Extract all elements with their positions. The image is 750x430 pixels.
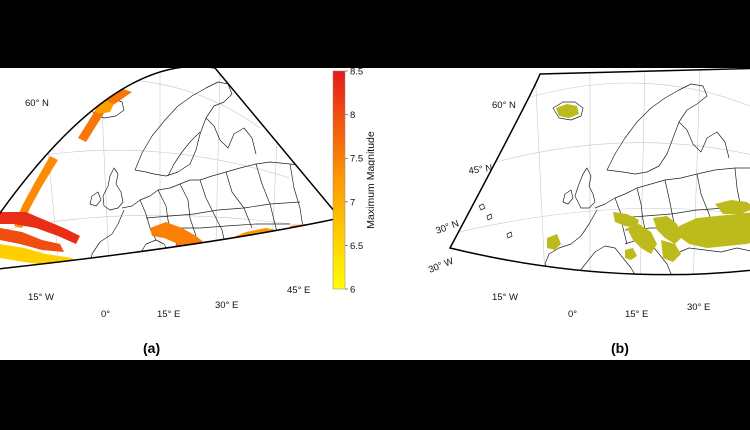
panel-label-a: (a)	[143, 340, 161, 356]
hazard-zone	[625, 248, 637, 260]
panel-label-b: (b)	[611, 340, 629, 356]
map-content-a	[0, 68, 331, 273]
map-frame-b	[448, 68, 750, 276]
hazard-zone	[0, 212, 80, 244]
hazard-zone	[172, 244, 236, 273]
hazard-zone	[613, 212, 639, 228]
colorbar-tick-label: 6.5	[350, 241, 363, 252]
graticule-label: 0°	[568, 309, 577, 320]
graticule-b	[454, 68, 750, 275]
hazard-zone	[627, 224, 657, 254]
map-panel-b: 60° N 45° N 30° N 30° W 15° W 0° 15° E 3…	[427, 68, 750, 320]
hazard-zone	[0, 244, 78, 266]
graticule-label: 15° W	[28, 292, 54, 303]
graticule-label: 30° E	[687, 302, 710, 313]
hazard-zones-b	[547, 104, 750, 262]
graticule-label: 0°	[101, 309, 110, 320]
colorbar-tick-label: 8.5	[350, 68, 363, 78]
graticule-label: 60° N	[492, 100, 516, 111]
graticule-label: 60° N	[25, 98, 49, 109]
graticule-label: 15° E	[157, 309, 180, 320]
hazard-zone	[556, 104, 579, 118]
graticule-label: 15° W	[492, 292, 518, 303]
graticule-label: 30° W	[427, 256, 455, 276]
colorbar-tick-label: 7.5	[350, 154, 363, 165]
hazard-zone	[14, 156, 58, 228]
hazard-zone	[547, 234, 561, 250]
map-content-b	[454, 68, 750, 275]
map-frame-a	[0, 68, 342, 270]
figure-panels: 60° N 15° W 0° 15° E 30° E 45° E 8.5 8 7.5…	[0, 68, 750, 360]
colorbar-tick-label: 8	[350, 110, 355, 121]
colorbar-tick-label: 6	[350, 285, 355, 296]
coastlines-b	[478, 83, 750, 275]
colorbar: 8.5 8 7.5 7 6.5 6 Maximum Magnitude	[332, 68, 375, 296]
graticule-label: 15° E	[625, 309, 648, 320]
colorbar-title: Maximum Magnitude	[365, 131, 375, 229]
hazard-zone	[661, 240, 681, 262]
map-panel-a: 60° N 15° W 0° 15° E 30° E 45° E 8.5 8 7.5…	[0, 68, 375, 320]
hazard-zone	[0, 228, 64, 252]
colorbar-tick-label: 7	[350, 197, 355, 208]
colorbar-gradient	[332, 70, 346, 290]
hazard-zone	[715, 200, 750, 214]
graticule-label: 45° E	[287, 285, 310, 296]
graticule-label: 45° N	[468, 163, 493, 177]
hazard-zone	[226, 228, 306, 264]
hazard-zone	[679, 212, 750, 248]
hazard-zone	[653, 216, 683, 244]
graticule-label: 30° E	[215, 300, 238, 311]
hazard-zone	[78, 88, 132, 142]
